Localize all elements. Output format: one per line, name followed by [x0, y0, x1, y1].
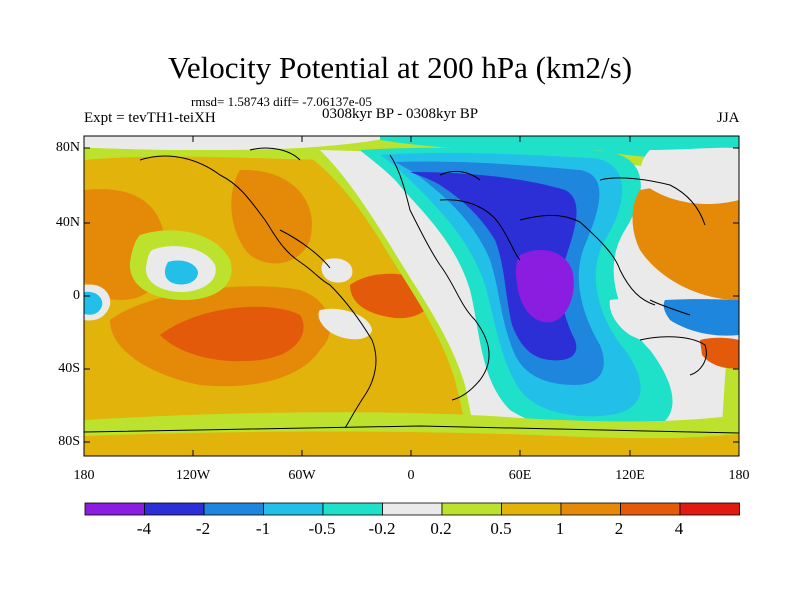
experiment-label: Expt = tevTH1-teiXH: [84, 110, 216, 126]
colorbar-label: 2: [614, 519, 624, 538]
colorbar-swatch: [620, 502, 681, 516]
lat-label: 0: [73, 288, 80, 303]
contour-field: [84, 136, 739, 456]
colorbar-swatch: [322, 502, 383, 516]
colorbar-swatch: [501, 502, 562, 516]
colorbar-label: -4: [136, 519, 152, 538]
colorbar-swatch: [84, 502, 145, 516]
lon-label: 60E: [508, 468, 532, 483]
colorbar-swatch: [560, 502, 621, 516]
colorbar-swatch: [382, 502, 443, 516]
colorbar-label: -0.2: [368, 519, 396, 538]
lat-label: 40N: [55, 215, 80, 230]
colorbar-label: -2: [195, 519, 211, 538]
lon-label: 60W: [288, 468, 316, 483]
colorbar-label: 4: [674, 519, 684, 538]
colorbar-label: 1: [555, 519, 565, 538]
colorbar-label: 0.5: [490, 519, 512, 538]
colorbar-swatch: [203, 502, 264, 516]
colorbar-swatch: [144, 502, 205, 516]
lat-label: 80N: [55, 140, 80, 155]
colorbar-label: -1: [255, 519, 271, 538]
map-title: Velocity Potential at 200 hPa (km2/s): [167, 50, 633, 85]
lon-label: 180: [728, 468, 750, 483]
season-label: JJA: [717, 110, 740, 126]
lon-label: 120W: [175, 468, 211, 483]
colorbar-swatch: [441, 502, 502, 516]
lon-label: 120E: [615, 468, 645, 483]
colorbar-swatch: [679, 502, 740, 516]
colorbar-swatch: [263, 502, 324, 516]
lat-label: 40S: [58, 361, 80, 376]
colorbar-label: 0.2: [430, 519, 452, 538]
colorbar: [84, 502, 740, 516]
lat-label: 80S: [58, 434, 80, 449]
lon-label: 0: [407, 468, 415, 483]
lon-label: 180: [73, 468, 95, 483]
period-label: 0308kyr BP - 0308kyr BP: [322, 106, 479, 122]
stats-line: rmsd= 1.58743 diff= -7.06137e-05: [191, 94, 372, 109]
colorbar-label: -0.5: [308, 519, 336, 538]
